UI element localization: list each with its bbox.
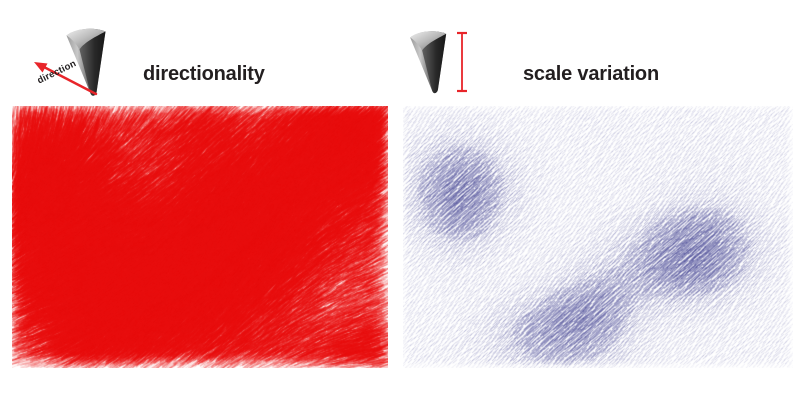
panel-directionality: direction directionality xyxy=(0,0,396,400)
panel-directionality-header: direction directionality xyxy=(0,0,396,104)
brush-cone-icon xyxy=(410,31,447,94)
direction-arrow-icon xyxy=(34,62,98,96)
scale-bar-icon xyxy=(457,31,467,93)
brush-cone-icon xyxy=(66,28,106,96)
panel-title-scale-variation: scale variation xyxy=(523,63,659,85)
panel-title-directionality: directionality xyxy=(143,63,265,85)
panel-scale-variation: scale scale variation xyxy=(396,0,800,400)
panel-scale-header: scale scale variation xyxy=(396,0,800,104)
scale-variation-stroke-field xyxy=(403,106,793,368)
directionality-stroke-field xyxy=(12,106,388,368)
